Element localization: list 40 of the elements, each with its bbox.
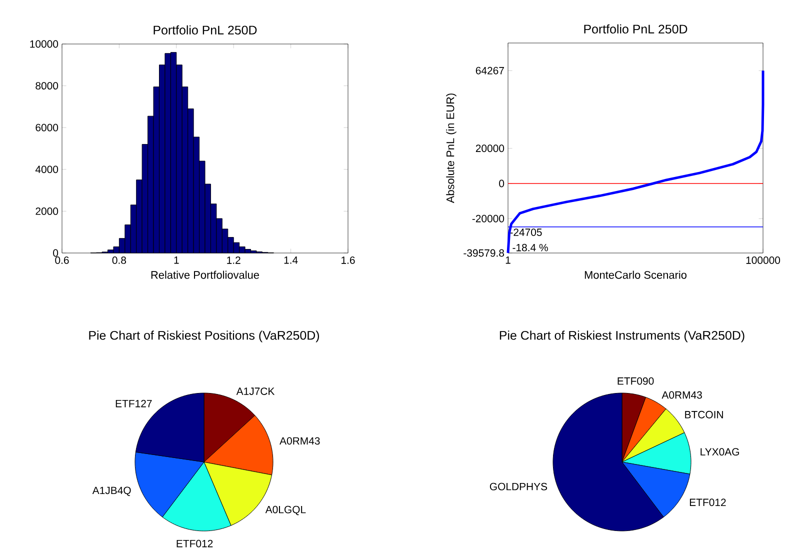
y-tick-label: 20000 [476,144,504,152]
y-tick-label: 0 [53,249,58,257]
x-tick-label: 0.6 [55,256,69,264]
ref-line-label: -24705 [510,228,542,236]
chart-title: Pie Chart of Riskiest Positions (VaR250D) [89,330,320,342]
chart-title: Pie Chart of Riskiest Instruments (VaR250D) [500,330,744,342]
slice-label: ETF012 [690,498,726,506]
y-tick-label: 2000 [36,208,58,215]
slice-label: A1JB4Q [92,486,131,496]
slice-label: A0LGQL [265,506,306,516]
chart-title: Portfolio PnL 250D [584,24,688,34]
slice-label: A0RM43 [662,391,702,399]
x-tick-label: 1 [174,256,179,264]
y-tick-label: 4000 [35,166,58,174]
y-tick-label: 8000 [36,82,58,90]
x-tick-label: 1.6 [342,256,355,264]
slice-label: A0RM43 [280,437,320,445]
slice-label: ETF012 [176,540,213,548]
y-tick-label: -20000 [472,214,504,222]
x-axis-title: Relative Portfoliovalue [151,270,260,279]
y-tick-label: 6000 [36,124,58,132]
slice-label: ETF127 [116,400,152,408]
x-tick-label: 0.8 [112,256,126,264]
annotation: -18.4 % [512,244,548,252]
slice-label: GOLDPHYS [490,482,548,490]
x-tick-label: 1.4 [284,256,298,264]
slice-label: LYX0AG [700,448,739,456]
slice-label: BTCOIN [685,410,723,418]
slice-label: A1J7CK [236,388,275,395]
y-axis-title: Absolute PnL (in EUR) [446,94,456,204]
y-tick-label: 0 [499,180,504,188]
y-tick-label: 64267 [476,66,504,74]
x-tick-label: 1 [506,256,510,264]
y-tick-label: 10000 [30,40,58,48]
x-tick-label: 100000 [746,256,780,264]
x-axis-title: MonteCarlo Scenario [584,270,686,279]
y-tick-label: -39579.8 [464,249,504,257]
slice-label: ETF090 [618,377,654,385]
x-tick-label: 1.2 [227,256,240,264]
chart-title: Portfolio PnL 250D [154,25,257,34]
